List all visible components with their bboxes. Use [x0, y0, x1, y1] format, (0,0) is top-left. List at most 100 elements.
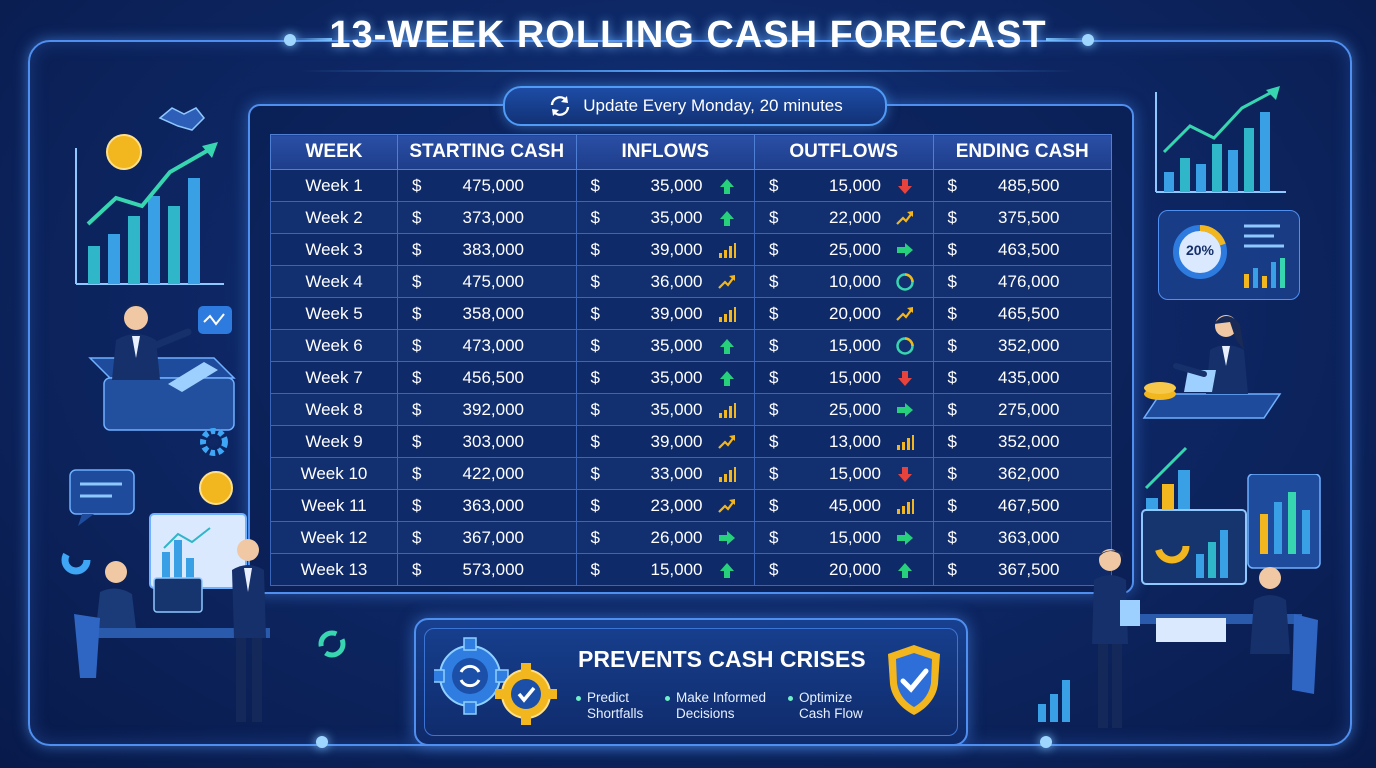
arrow-right-icon	[718, 530, 735, 545]
indicator	[881, 272, 929, 292]
header-starting-cash: STARTING CASH	[397, 134, 577, 170]
indicator	[703, 272, 751, 292]
table-row: Week 5 $358,000 $39,000 $20,000 $465,500	[270, 297, 1112, 330]
indicator	[881, 176, 929, 196]
currency-symbol: $	[590, 495, 600, 515]
page-title: 13-WEEK ROLLING CASH FORECAST	[329, 14, 1047, 56]
indicator	[881, 368, 929, 388]
amount: 15,000	[829, 463, 881, 483]
currency-symbol: $	[590, 527, 600, 547]
amount: 435,000	[998, 367, 1060, 387]
inflows-cell: $35,000	[575, 393, 755, 426]
currency-symbol: $	[412, 239, 422, 259]
ending-cash-cell: $463,500	[932, 233, 1112, 266]
amount: 33,000	[650, 463, 703, 483]
week-cell: Week 6	[270, 329, 398, 362]
table-row: Week 12 $367,000 $26,000 $15,000 $363,000	[270, 521, 1112, 554]
currency-symbol: $	[769, 463, 779, 483]
currency-symbol: $	[769, 367, 779, 387]
indicator	[703, 240, 751, 260]
coin-icon	[199, 471, 233, 505]
indicator	[703, 336, 751, 356]
amount: 275,000	[998, 399, 1060, 419]
indicator	[881, 432, 929, 452]
gauge-icon	[896, 336, 914, 355]
ending-cash-cell: $362,000	[932, 457, 1112, 490]
currency-symbol: $	[590, 175, 600, 195]
ending-cash-cell: $367,500	[932, 553, 1112, 586]
currency-symbol: $	[769, 431, 779, 451]
amount: 35,000	[650, 367, 703, 387]
progress-ring-icon	[1173, 225, 1227, 279]
currency-symbol: $	[947, 175, 957, 195]
currency-symbol: $	[947, 239, 957, 259]
growth-chart-illustration	[1155, 86, 1286, 193]
table-row: Week 2 $373,000 $35,000 $22,000 $375,500	[270, 201, 1112, 234]
currency-symbol: $	[412, 367, 422, 387]
inflows-cell: $35,000	[575, 201, 755, 234]
bar-chart-icon	[718, 242, 736, 258]
arrow-up-icon	[719, 210, 734, 226]
week-cell: Week 11	[270, 489, 398, 522]
amount: 375,500	[998, 207, 1060, 227]
trend-up-icon	[896, 306, 913, 321]
bar-chart-icon	[897, 434, 914, 450]
gauge-icon	[896, 272, 914, 291]
currency-symbol: $	[769, 559, 779, 579]
businesswoman-laptop-illustration	[1142, 315, 1282, 419]
currency-symbol: $	[947, 527, 957, 547]
currency-symbol: $	[412, 207, 422, 227]
amount: 22,000	[829, 207, 881, 227]
indicator	[881, 208, 929, 228]
header-inflows: INFLOWS	[575, 134, 755, 170]
week-cell: Week 4	[270, 265, 398, 298]
connector-node	[1040, 736, 1052, 748]
inflows-cell: $35,000	[575, 329, 755, 362]
indicator	[703, 400, 751, 420]
table-row: Week 13 $573,000 $15,000 $20,000 $367,500	[270, 553, 1112, 586]
amount: 467,500	[998, 495, 1060, 515]
week-cell: Week 8	[270, 393, 398, 426]
header-ending-cash: ENDING CASH	[932, 134, 1112, 170]
currency-symbol: $	[590, 239, 600, 259]
starting-cash-cell: $573,000	[397, 553, 577, 586]
amount: 475,000	[462, 271, 524, 291]
currency-symbol: $	[769, 495, 779, 515]
amount: 475,000	[462, 175, 524, 195]
amount: 473,000	[462, 335, 524, 355]
outflows-cell: $15,000	[754, 361, 934, 394]
week-cell: Week 2	[270, 201, 398, 234]
currency-symbol: $	[947, 335, 957, 355]
indicator	[703, 528, 751, 548]
amount: 10,000	[829, 271, 881, 291]
outflows-cell: $15,000	[754, 169, 934, 202]
outflows-cell: $20,000	[754, 553, 934, 586]
outflows-cell: $20,000	[754, 297, 934, 330]
amount: 36,000	[650, 271, 703, 291]
indicator	[881, 560, 929, 580]
starting-cash-cell: $392,000	[397, 393, 577, 426]
refresh-icon	[551, 96, 570, 116]
indicator	[881, 528, 929, 548]
starting-cash-cell: $475,000	[397, 265, 577, 298]
starting-cash-cell: $475,000	[397, 169, 577, 202]
amount: 25,000	[829, 399, 881, 419]
arrow-right-icon	[897, 530, 913, 545]
ending-cash-cell: $465,500	[932, 297, 1112, 330]
amount: 358,000	[462, 303, 524, 323]
ending-cash-cell: $476,000	[932, 265, 1112, 298]
starting-cash-cell: $383,000	[397, 233, 577, 266]
arrow-right-icon	[897, 402, 913, 417]
amount: 35,000	[650, 335, 703, 355]
currency-symbol: $	[412, 431, 422, 451]
header-week: WEEK	[270, 134, 398, 170]
currency-symbol: $	[412, 175, 422, 195]
week-cell: Week 9	[270, 425, 398, 458]
amount: 383,000	[462, 239, 524, 259]
table-row: Week 1 $475,000 $35,000 $15,000 $485,500	[270, 169, 1112, 202]
inflows-cell: $39,000	[575, 233, 755, 266]
week-cell: Week 7	[270, 361, 398, 394]
amount: 573,000	[462, 559, 524, 579]
trend-up-icon	[717, 434, 735, 449]
